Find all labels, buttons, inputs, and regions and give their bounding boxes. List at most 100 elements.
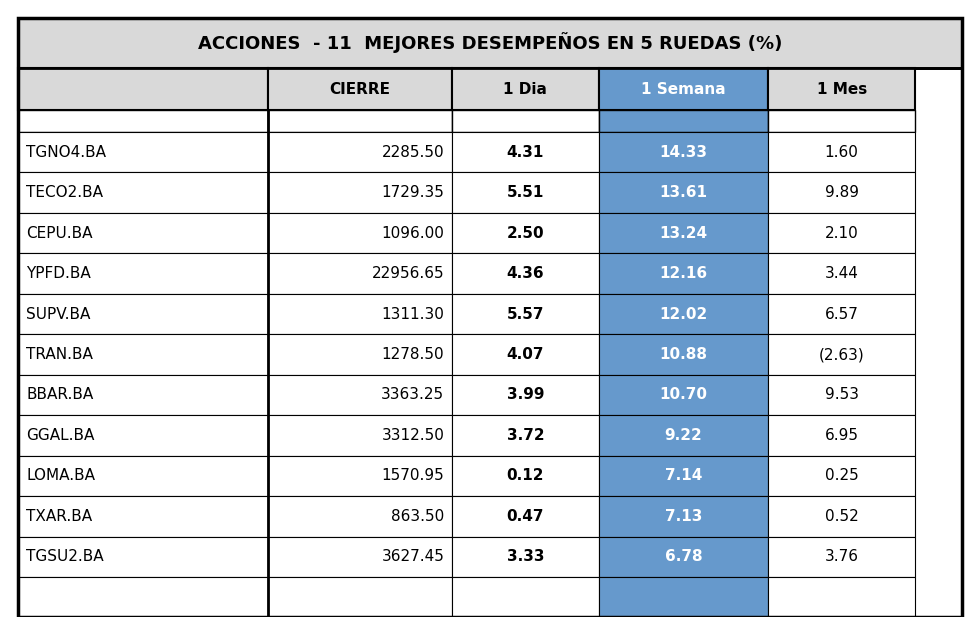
Bar — [599, 254, 768, 294]
Text: 3.72: 3.72 — [507, 428, 544, 443]
Bar — [452, 294, 599, 334]
Bar — [18, 496, 269, 537]
Text: 3.76: 3.76 — [824, 549, 858, 565]
Bar — [452, 254, 599, 294]
Text: 7.14: 7.14 — [664, 468, 703, 483]
Text: 3.33: 3.33 — [507, 549, 544, 565]
Bar — [18, 132, 269, 173]
Bar — [599, 110, 768, 132]
Text: TGSU2.BA: TGSU2.BA — [26, 549, 104, 565]
Bar — [18, 213, 269, 254]
Bar — [18, 334, 269, 375]
Bar — [18, 415, 269, 455]
Bar — [768, 375, 914, 415]
Bar — [452, 455, 599, 496]
Bar — [452, 132, 599, 173]
Text: CIERRE: CIERRE — [329, 81, 391, 96]
Text: 1096.00: 1096.00 — [381, 226, 444, 241]
Bar — [599, 375, 768, 415]
Text: 6.57: 6.57 — [825, 307, 858, 321]
Bar — [452, 537, 599, 577]
Text: CEPU.BA: CEPU.BA — [26, 226, 92, 241]
Bar — [269, 375, 452, 415]
Text: 1 Mes: 1 Mes — [816, 81, 866, 96]
Bar — [269, 496, 452, 537]
Text: 1.60: 1.60 — [825, 145, 858, 160]
Bar — [599, 334, 768, 375]
Bar — [768, 415, 914, 455]
Bar — [452, 577, 599, 617]
Text: 1 Dia: 1 Dia — [504, 81, 548, 96]
Text: 4.07: 4.07 — [507, 347, 544, 362]
Text: 9.53: 9.53 — [824, 387, 858, 402]
Text: 1 Semana: 1 Semana — [641, 81, 726, 96]
Bar — [768, 254, 914, 294]
Text: 0.25: 0.25 — [825, 468, 858, 483]
Text: TXAR.BA: TXAR.BA — [26, 509, 92, 524]
Text: 0.52: 0.52 — [825, 509, 858, 524]
Text: SUPV.BA: SUPV.BA — [26, 307, 90, 321]
Text: 14.33: 14.33 — [660, 145, 708, 160]
Text: ACCIONES  - 11  MEJORES DESEMPEÑOS EN 5 RUEDAS (%): ACCIONES - 11 MEJORES DESEMPEÑOS EN 5 RU… — [198, 33, 782, 54]
Text: 9.89: 9.89 — [824, 185, 858, 200]
Text: LOMA.BA: LOMA.BA — [26, 468, 95, 483]
Bar — [269, 334, 452, 375]
Bar — [768, 496, 914, 537]
Text: TECO2.BA: TECO2.BA — [26, 185, 103, 200]
Text: TGNO4.BA: TGNO4.BA — [26, 145, 106, 160]
Bar — [18, 18, 962, 68]
Text: TRAN.BA: TRAN.BA — [26, 347, 93, 362]
Text: 3363.25: 3363.25 — [381, 387, 444, 402]
Text: 3.99: 3.99 — [507, 387, 544, 402]
Bar — [18, 294, 269, 334]
Bar — [599, 415, 768, 455]
Text: 863.50: 863.50 — [391, 509, 444, 524]
Bar — [452, 68, 599, 110]
Bar — [18, 173, 269, 213]
Bar — [768, 173, 914, 213]
Bar — [768, 132, 914, 173]
Text: 2.50: 2.50 — [507, 226, 544, 241]
Bar — [269, 415, 452, 455]
Text: 3.44: 3.44 — [825, 266, 858, 281]
Text: BBAR.BA: BBAR.BA — [26, 387, 93, 402]
Bar — [452, 496, 599, 537]
Text: 1570.95: 1570.95 — [381, 468, 444, 483]
Bar — [768, 294, 914, 334]
Text: 0.47: 0.47 — [507, 509, 544, 524]
Text: 10.88: 10.88 — [660, 347, 708, 362]
Text: (2.63): (2.63) — [818, 347, 864, 362]
Text: 13.24: 13.24 — [660, 226, 708, 241]
Bar — [18, 455, 269, 496]
Text: YPFD.BA: YPFD.BA — [26, 266, 91, 281]
Bar — [452, 375, 599, 415]
Text: 13.61: 13.61 — [660, 185, 708, 200]
Bar — [269, 254, 452, 294]
Text: 3627.45: 3627.45 — [381, 549, 444, 565]
Bar — [768, 577, 914, 617]
Bar — [452, 334, 599, 375]
Bar — [599, 68, 768, 110]
Bar — [269, 173, 452, 213]
Text: 2.10: 2.10 — [825, 226, 858, 241]
Text: 6.78: 6.78 — [664, 549, 703, 565]
Bar — [599, 132, 768, 173]
Bar — [768, 110, 914, 132]
Bar — [599, 496, 768, 537]
Bar — [18, 110, 269, 132]
Text: 1278.50: 1278.50 — [381, 347, 444, 362]
Bar — [18, 537, 269, 577]
Bar — [18, 577, 269, 617]
Bar — [768, 334, 914, 375]
Bar — [452, 415, 599, 455]
Text: 3312.50: 3312.50 — [381, 428, 444, 443]
Text: 0.12: 0.12 — [507, 468, 544, 483]
Text: 1311.30: 1311.30 — [381, 307, 444, 321]
Bar — [599, 537, 768, 577]
Text: 4.31: 4.31 — [507, 145, 544, 160]
Bar — [18, 375, 269, 415]
Text: 6.95: 6.95 — [824, 428, 858, 443]
Bar — [768, 455, 914, 496]
Bar — [18, 68, 269, 110]
Bar — [768, 537, 914, 577]
